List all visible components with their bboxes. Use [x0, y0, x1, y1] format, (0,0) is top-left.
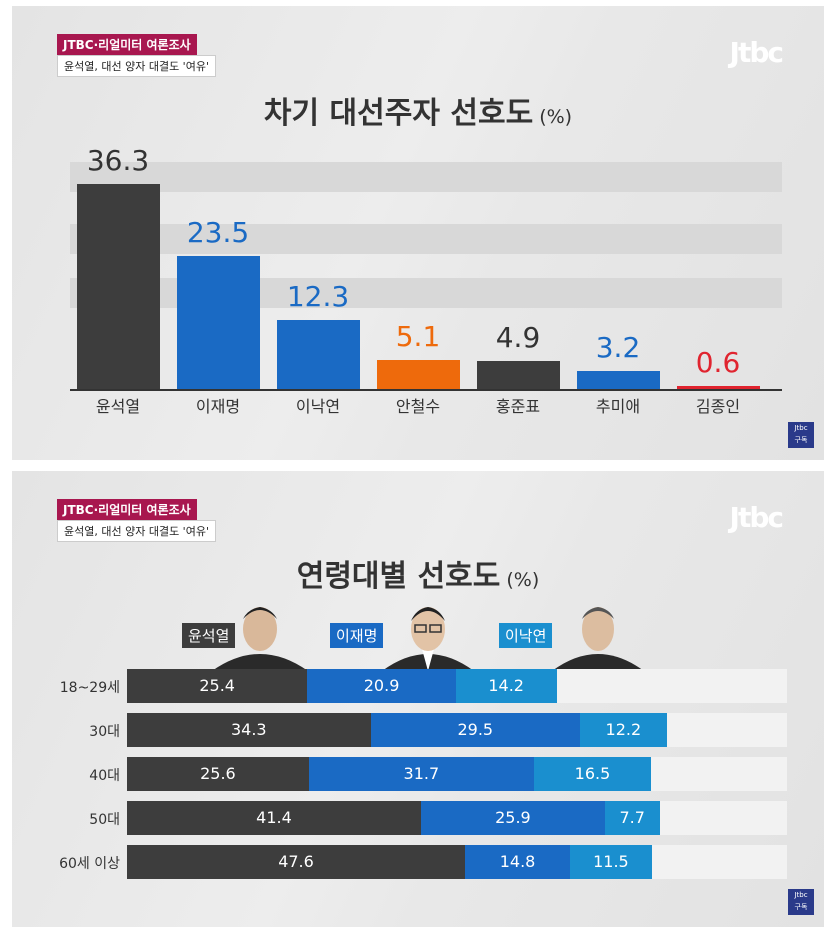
bar-segment: 7.7	[604, 801, 660, 835]
subscribe-logo-text: Jtbc	[794, 891, 808, 899]
bar-segment: 25.6	[127, 757, 309, 791]
subscribe-logo[interactable]: Jtbc 구독	[788, 889, 814, 915]
chart-title: 차기 대선주자 선호도 (%)	[12, 88, 824, 132]
chart-title-text: 차기 대선주자 선호도	[263, 96, 534, 131]
category-label: 이낙연	[295, 397, 341, 416]
candidate-portrait-2	[382, 607, 474, 671]
legend-item-series-1: 윤석열	[182, 623, 236, 648]
data-label: 5.1	[395, 320, 441, 354]
bar	[177, 256, 260, 389]
bar-segment: 31.7	[308, 757, 534, 791]
category-label: 40대	[89, 768, 120, 784]
survey-tag: JTBC·리얼미터 여론조사	[57, 499, 197, 520]
chart-unit: (%)	[539, 106, 573, 128]
bar-segment: 34.3	[127, 713, 371, 747]
bar	[577, 370, 660, 389]
bar-segment: 41.4	[127, 801, 421, 835]
category-label: 김종인	[695, 397, 741, 416]
bar-segment: 20.9	[307, 669, 456, 703]
bar	[477, 361, 560, 389]
bar-segment: 12.2	[580, 713, 667, 747]
data-label: 3.2	[595, 330, 641, 364]
headline-tag: 윤석열, 대선 양자 대결도 '여유'	[57, 520, 216, 542]
category-label: 윤석열	[95, 397, 141, 416]
data-label: 23.5	[186, 216, 250, 250]
grid-band	[70, 224, 782, 254]
subscribe-logo-text: Jtbc	[794, 424, 808, 432]
legend-item-series-2: 이재명	[330, 623, 384, 648]
data-label: 36.3	[86, 144, 150, 177]
bar	[677, 385, 760, 389]
subscribe-label: 구독	[794, 903, 808, 911]
grid-band	[70, 162, 782, 192]
bar-segment: 14.2	[455, 669, 557, 703]
chart-title: 연령대별 선호도 (%)	[12, 551, 824, 595]
subscribe-logo[interactable]: Jtbc 구독	[788, 422, 814, 448]
data-label: 12.3	[286, 279, 350, 313]
category-label: 이재명	[195, 397, 241, 416]
legend-item-series-3: 이낙연	[499, 623, 553, 648]
candidate-preference-panel: JTBC·리얼미터 여론조사 윤석열, 대선 양자 대결도 '여유' Jtbc …	[12, 6, 824, 460]
category-label: 추미애	[595, 397, 641, 416]
bar-segment: 25.4	[127, 669, 308, 703]
category-label: 60세 이상	[59, 856, 120, 872]
bar-segment: 47.6	[127, 845, 465, 879]
chart-unit: (%)	[506, 569, 540, 591]
candidate-portrait-1	[212, 607, 308, 671]
bar-segment: 11.5	[570, 845, 652, 879]
data-label: 4.9	[495, 321, 541, 355]
survey-tag: JTBC·리얼미터 여론조사	[57, 34, 197, 55]
x-axis-line	[70, 389, 782, 391]
headline-tag: 윤석열, 대선 양자 대결도 '여유'	[57, 55, 216, 77]
category-label: 50대	[89, 812, 120, 828]
bar-segment: 29.5	[370, 713, 581, 747]
bar	[277, 319, 360, 389]
category-label: 30대	[89, 724, 120, 740]
data-label: 0.6	[695, 345, 741, 379]
category-label: 18~29세	[59, 680, 120, 696]
category-label: 홍준표	[495, 397, 541, 416]
bar-segment: 16.5	[533, 757, 652, 791]
bar-segment: 25.9	[420, 801, 605, 835]
bar-segment: 14.8	[465, 845, 571, 879]
jtbc-logo: Jtbc	[729, 501, 784, 534]
candidate-portrait-3	[552, 607, 644, 671]
age-group-panel: JTBC·리얼미터 여론조사 윤석열, 대선 양자 대결도 '여유' Jtbc …	[12, 471, 824, 927]
chart-title-text: 연령대별 선호도	[296, 559, 501, 594]
jtbc-logo: Jtbc	[729, 36, 784, 69]
category-label: 안철수	[395, 397, 441, 416]
bar	[377, 360, 460, 389]
subscribe-label: 구독	[794, 436, 808, 444]
bar	[77, 184, 160, 389]
